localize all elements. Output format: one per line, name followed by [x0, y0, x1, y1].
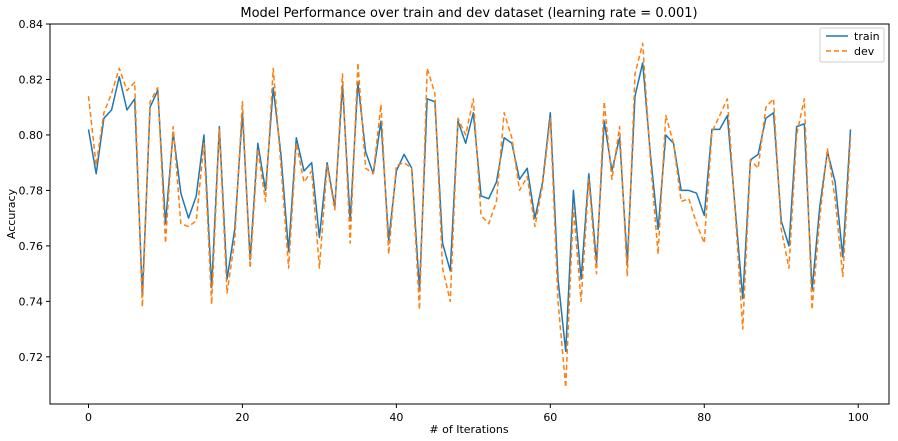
x-tick-label: 0 — [85, 411, 92, 424]
x-tick-label: 20 — [235, 411, 249, 424]
x-tick-label: 80 — [697, 411, 711, 424]
legend-label-dev: dev — [854, 45, 875, 58]
series-line-train — [87, 62, 852, 353]
x-axis: 0 20 40 60 80 100 — [85, 404, 869, 424]
y-axis: 0.72 0.74 0.76 0.78 0.80 0.82 0.84 — [19, 18, 50, 364]
y-tick-label: 0.82 — [19, 73, 44, 86]
y-tick-label: 0.74 — [19, 295, 44, 308]
x-tick-label: 100 — [848, 411, 869, 424]
x-axis-label: # of Iterations — [429, 423, 508, 436]
y-tick-label: 0.76 — [19, 240, 44, 253]
y-tick-label: 0.80 — [19, 129, 44, 142]
plot-area — [49, 23, 890, 405]
legend-label-train: train — [854, 30, 880, 43]
y-axis-label: Accuracy — [5, 188, 18, 239]
x-tick-label: 40 — [389, 411, 403, 424]
legend: train dev — [819, 27, 885, 63]
series-layer — [87, 42, 852, 389]
series-line-dev — [87, 42, 852, 389]
y-tick-label: 0.78 — [19, 184, 44, 197]
y-tick-label: 0.84 — [19, 18, 44, 31]
y-tick-label: 0.72 — [19, 351, 44, 364]
chart-title: Model Performance over train and dev dat… — [240, 6, 697, 21]
x-tick-label: 60 — [543, 411, 557, 424]
